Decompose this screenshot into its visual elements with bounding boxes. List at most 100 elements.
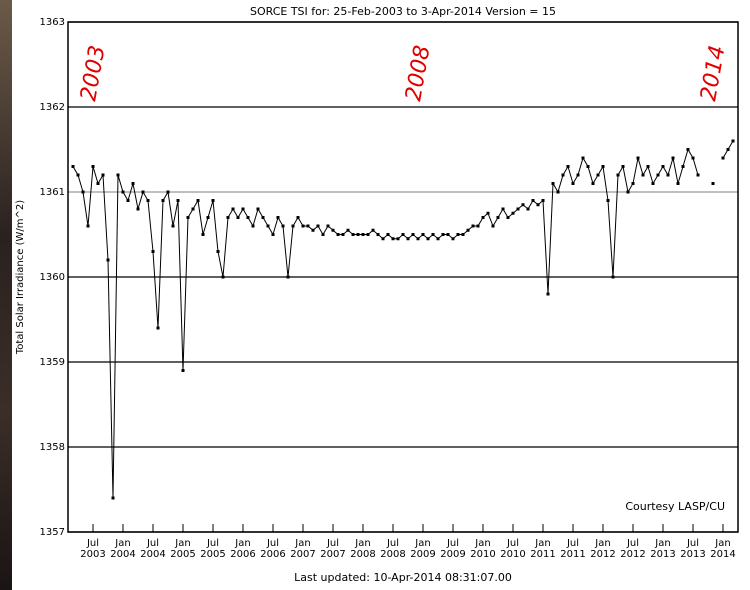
- data-point: [246, 216, 250, 219]
- data-point: [351, 233, 355, 236]
- data-point: [606, 199, 610, 202]
- data-point: [311, 228, 315, 232]
- data-point: [191, 207, 195, 211]
- annotation: 2014: [696, 44, 730, 103]
- data-point: [541, 199, 545, 202]
- data-point: [331, 228, 335, 232]
- y-tick-label: 1358: [40, 442, 65, 453]
- data-point: [691, 156, 695, 160]
- data-point: [86, 224, 90, 228]
- data-point: [91, 165, 95, 168]
- data-point: [116, 173, 120, 177]
- data-point: [466, 228, 470, 232]
- data-point: [361, 233, 365, 236]
- data-point: [561, 173, 565, 177]
- data-point: [571, 182, 575, 185]
- data-point: [286, 275, 290, 279]
- data-point: [476, 224, 480, 228]
- data-point: [631, 182, 635, 185]
- data-point: [81, 190, 85, 194]
- x-tick-label: Jul 2013: [680, 538, 706, 560]
- data-point: [731, 139, 735, 143]
- data-point: [266, 224, 270, 228]
- data-point: [306, 224, 310, 228]
- x-tick-label: Jan 2004: [110, 538, 136, 560]
- x-tick-label: Jul 2010: [500, 538, 526, 560]
- data-point: [436, 237, 440, 241]
- data-point: [536, 203, 540, 207]
- x-tick-label: Jul 2011: [560, 538, 586, 560]
- data-point: [411, 233, 415, 236]
- data-point: [441, 233, 445, 236]
- data-point: [426, 237, 430, 241]
- data-point: [171, 224, 175, 228]
- data-point: [581, 156, 585, 160]
- y-axis-label: Total Solar Irradiance (W/m^2): [15, 200, 26, 355]
- x-tick-label: Jan 2014: [710, 538, 736, 560]
- data-point: [301, 224, 305, 228]
- data-point: [666, 173, 670, 177]
- data-point: [546, 292, 550, 296]
- data-point: [206, 216, 210, 219]
- data-point: [141, 190, 145, 194]
- x-tick-label: Jan 2008: [350, 538, 376, 560]
- data-point: [356, 233, 360, 236]
- data-point: [601, 165, 605, 168]
- x-tick-label: Jul 2007: [320, 538, 346, 560]
- data-point: [96, 182, 100, 185]
- data-point: [216, 250, 220, 253]
- data-point: [221, 275, 225, 279]
- data-point: [661, 165, 665, 168]
- data-point: [201, 233, 205, 236]
- data-point: [451, 237, 455, 241]
- data-point: [491, 224, 495, 228]
- data-point: [616, 173, 620, 177]
- data-point: [511, 211, 515, 215]
- data-point: [196, 199, 200, 202]
- data-point: [131, 182, 135, 185]
- y-tick-label: 1362: [40, 102, 65, 113]
- data-point: [101, 173, 105, 177]
- y-tick-label: 1361: [40, 187, 65, 198]
- x-tick-label: Jul 2008: [380, 538, 406, 560]
- data-point: [126, 199, 130, 202]
- data-point: [346, 228, 350, 232]
- y-tick-label: 1363: [40, 17, 65, 28]
- data-point: [366, 233, 370, 236]
- data-point: [336, 233, 340, 236]
- data-point: [136, 207, 140, 211]
- x-tick-label: Jul 2003: [80, 538, 106, 560]
- data-point: [576, 173, 580, 177]
- x-tick-label: Jan 2013: [650, 538, 676, 560]
- data-point: [401, 233, 405, 236]
- data-point: [261, 216, 265, 219]
- data-point: [596, 173, 600, 177]
- data-point: [241, 207, 245, 211]
- data-point: [181, 369, 185, 372]
- data-point: [316, 224, 320, 228]
- data-point: [646, 165, 650, 168]
- data-point: [291, 224, 295, 228]
- data-point: [296, 216, 300, 219]
- x-tick-label: Jul 2005: [200, 538, 226, 560]
- data-point: [611, 275, 615, 279]
- data-point: [636, 156, 640, 160]
- series-line: [72, 140, 734, 499]
- x-tick-label: Jan 2005: [170, 538, 196, 560]
- data-point: [106, 258, 110, 262]
- y-tick-label: 1360: [40, 272, 65, 283]
- y-tick-label: 1359: [40, 357, 65, 368]
- data-point: [656, 173, 660, 177]
- x-tick-label: Jan 2007: [290, 538, 316, 560]
- data-point: [651, 182, 655, 185]
- data-point: [586, 165, 590, 168]
- data-point: [231, 207, 235, 211]
- data-point: [531, 199, 535, 202]
- data-point: [516, 207, 520, 211]
- data-point: [251, 224, 255, 228]
- data-point: [676, 182, 680, 185]
- data-point: [526, 207, 530, 211]
- x-tick-label: Jul 2006: [260, 538, 286, 560]
- data-point: [271, 233, 275, 236]
